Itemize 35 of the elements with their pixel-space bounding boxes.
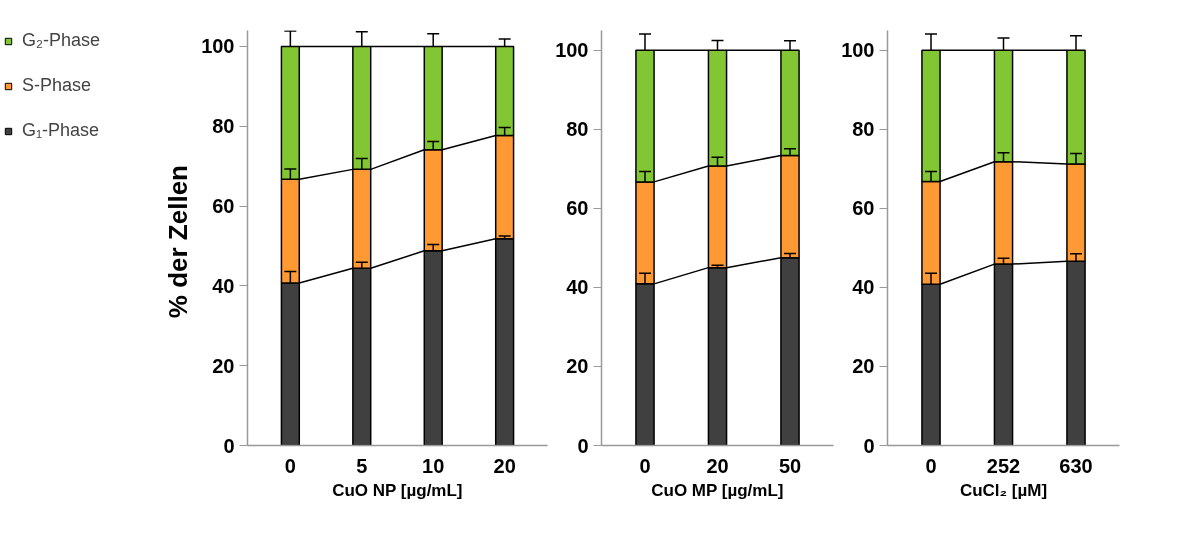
x-axis-title: CuO MP [µg/mL] xyxy=(651,480,784,500)
y-tick-label: 80 xyxy=(852,118,875,141)
x-tick-label: 50 xyxy=(778,454,802,477)
y-tick-label: 100 xyxy=(201,35,235,58)
y-tick-label: 20 xyxy=(212,354,235,377)
x-tick-label: 20 xyxy=(493,454,516,477)
x-axis-title: CuCl₂ [µM] xyxy=(959,480,1048,500)
legend-label: G₂-Phase xyxy=(22,30,101,51)
y-tick-label: 20 xyxy=(852,355,875,378)
y-tick-label: 100 xyxy=(841,39,875,62)
y-tick-label: 60 xyxy=(852,197,875,220)
x-tick-label: 0 xyxy=(925,454,937,477)
y-tick-label: 60 xyxy=(212,195,235,218)
legend-label: G₁-Phase xyxy=(22,120,100,141)
x-tick-label: 20 xyxy=(706,454,729,477)
y-tick-label: 40 xyxy=(852,276,875,299)
x-tick-label: 0 xyxy=(284,454,296,477)
y-tick-label: 0 xyxy=(223,434,235,457)
x-tick-label: 0 xyxy=(639,454,651,477)
x-tick-label: 630 xyxy=(1059,454,1093,477)
y-tick-label: 100 xyxy=(555,39,589,62)
x-axis-title: CuO NP [µg/mL] xyxy=(332,480,463,500)
y-tick-label: 40 xyxy=(566,276,589,299)
x-tick-label: 10 xyxy=(422,454,445,477)
y-axis-title: % der Zellen xyxy=(163,165,194,319)
y-tick-label: 0 xyxy=(577,434,589,457)
x-tick-label: 252 xyxy=(986,454,1021,477)
legend-label: S-Phase xyxy=(22,75,92,96)
x-tick-label: 5 xyxy=(356,454,368,477)
y-tick-label: 40 xyxy=(212,274,235,297)
y-tick-label: 80 xyxy=(566,118,589,141)
y-tick-label: 80 xyxy=(212,115,235,138)
y-tick-label: 0 xyxy=(863,434,875,457)
y-tick-label: 20 xyxy=(566,355,589,378)
y-tick-label: 60 xyxy=(566,197,589,220)
